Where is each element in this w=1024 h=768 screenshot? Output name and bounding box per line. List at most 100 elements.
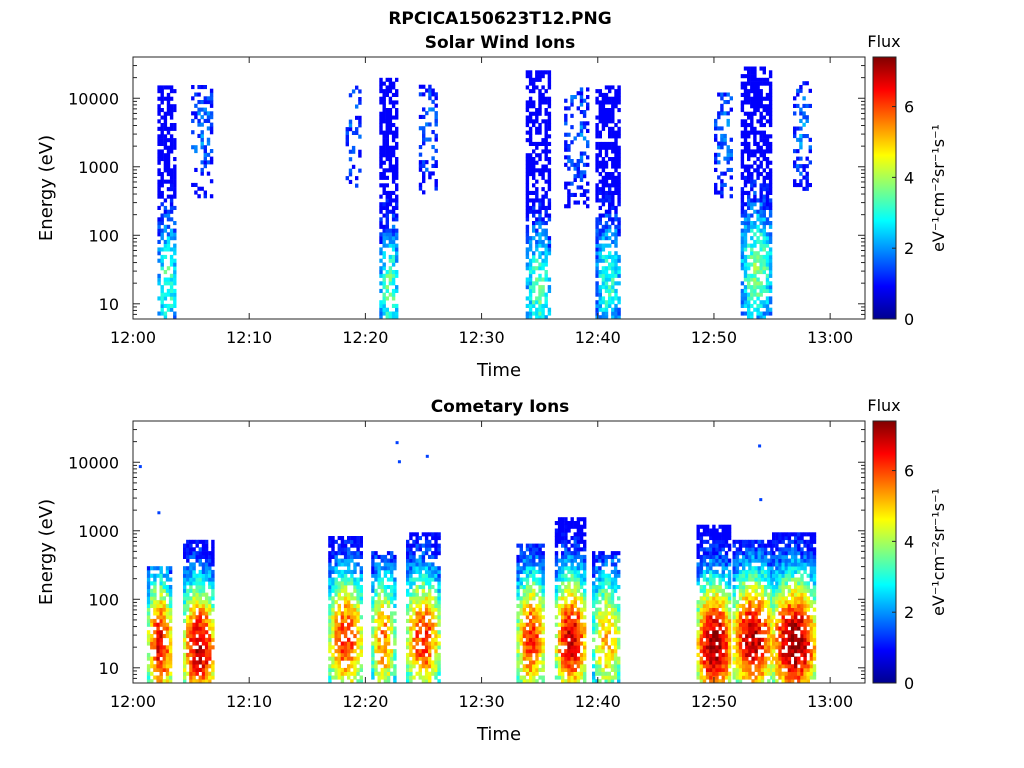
- spectrogram-cell: [765, 239, 770, 244]
- spectrogram-cell: [718, 615, 722, 620]
- spectrogram-cell: [743, 141, 748, 146]
- spectrogram-cell: [751, 679, 755, 684]
- spectrogram-cell: [208, 611, 212, 616]
- spectrogram-cell: [753, 277, 757, 282]
- spectrogram-cell: [753, 108, 757, 113]
- spectrogram-cell: [705, 524, 710, 529]
- spectrogram-cell: [428, 656, 432, 661]
- spectrogram-cell: [610, 592, 615, 597]
- spectrogram-cell: [208, 551, 212, 556]
- spectrogram-cell: [195, 626, 199, 631]
- spectrogram-cell: [412, 592, 416, 597]
- spectrogram-cell: [173, 104, 177, 109]
- spectrogram-cell: [350, 603, 354, 608]
- spectrogram-cell: [204, 649, 209, 654]
- spectrogram-cell: [183, 645, 187, 650]
- spectrogram-cell: [714, 182, 718, 187]
- spectrogram-cell: [592, 558, 596, 563]
- spectrogram-cell: [732, 645, 736, 650]
- spectrogram-cell: [573, 652, 577, 657]
- spectrogram-cell: [738, 675, 743, 680]
- spectrogram-cell: [738, 596, 743, 601]
- spectrogram-cell: [759, 311, 763, 316]
- spectrogram-cell: [377, 562, 381, 567]
- spectrogram-cell: [388, 228, 393, 233]
- spectrogram-cell: [554, 656, 559, 661]
- spectrogram-cell: [799, 88, 803, 93]
- spectrogram-cell: [604, 656, 608, 661]
- spectrogram-cell: [192, 675, 196, 680]
- spectrogram-cell: [529, 675, 533, 680]
- spectrogram-cell: [415, 577, 419, 582]
- spectrogram-cell: [735, 573, 740, 578]
- spectrogram-cell: [434, 660, 438, 665]
- spectrogram-cell: [721, 592, 725, 597]
- colorbar-tick-label: 2: [904, 239, 914, 258]
- spectrogram-cell: [412, 543, 416, 548]
- spectrogram-cell: [198, 615, 202, 620]
- spectrogram-cell: [717, 145, 721, 150]
- spectrogram-cell: [162, 645, 166, 650]
- spectrogram-cell: [583, 566, 587, 571]
- spectrogram-cell: [617, 134, 621, 139]
- spectrogram-cell: [159, 664, 163, 669]
- spectrogram-cell: [331, 622, 335, 627]
- spectrogram-cell: [198, 554, 202, 559]
- spectrogram-cell: [564, 532, 568, 537]
- spectrogram-cell: [535, 217, 539, 222]
- spectrogram-cell: [519, 675, 523, 680]
- spectrogram-cell: [705, 645, 710, 650]
- spectrogram-cell: [614, 296, 618, 301]
- spectrogram-cell: [201, 641, 206, 646]
- spectrogram-cell: [189, 566, 193, 571]
- spectrogram-cell: [424, 656, 429, 661]
- spectrogram-cell: [516, 603, 520, 608]
- spectrogram-cell: [729, 152, 733, 157]
- spectrogram-cell: [567, 641, 571, 646]
- spectrogram-cell: [195, 554, 199, 559]
- spectrogram-cell: [702, 618, 707, 623]
- spectrogram-cell: [358, 168, 362, 173]
- spectrogram-cell: [595, 679, 599, 684]
- spectrogram-cell: [209, 130, 214, 135]
- spectrogram-cell: [538, 157, 542, 162]
- spectrogram-cell: [753, 92, 757, 97]
- spectrogram-cell: [195, 581, 199, 586]
- spectrogram-cell: [579, 585, 584, 590]
- spectrogram-cell: [576, 626, 581, 631]
- spectrogram-cell: [192, 566, 196, 571]
- spectrogram-cell: [573, 588, 577, 593]
- spectrogram-cell: [747, 217, 751, 222]
- spectrogram-cell: [750, 311, 754, 316]
- spectrogram-cell: [192, 539, 196, 544]
- spectrogram-cell: [195, 671, 199, 676]
- spectrogram-cell: [595, 221, 599, 226]
- spectrogram-cell: [395, 307, 399, 312]
- spectrogram-cell: [169, 273, 174, 278]
- spectrogram-cell: [576, 543, 581, 548]
- spectrogram-cell: [374, 660, 378, 665]
- spectrogram-cell: [522, 558, 527, 563]
- spectrogram-cell: [576, 569, 581, 574]
- spectrogram-cell: [759, 213, 763, 218]
- spectrogram-cell: [529, 607, 533, 612]
- spectrogram-cell: [735, 566, 740, 571]
- spectrogram-cell: [579, 671, 584, 676]
- spectrogram-cell: [516, 581, 520, 586]
- spectrogram-cell: [516, 630, 520, 635]
- spectrogram-cell: [573, 667, 577, 672]
- spectrogram-cell: [406, 630, 410, 635]
- spectrogram-cell: [159, 588, 163, 593]
- spectrogram-cell: [721, 554, 725, 559]
- spectrogram-cell: [350, 618, 354, 623]
- spectrogram-cell: [528, 74, 533, 79]
- spectrogram-cell: [611, 96, 615, 101]
- solar-wind-title: Solar Wind Ions: [425, 33, 576, 53]
- spectrogram-cell: [425, 137, 429, 142]
- spectrogram-cell: [765, 119, 770, 124]
- spectrogram-cell: [525, 262, 530, 267]
- spectrogram-cell: [610, 600, 615, 605]
- spectrogram-cell: [564, 596, 568, 601]
- spectrogram-cell: [614, 145, 618, 150]
